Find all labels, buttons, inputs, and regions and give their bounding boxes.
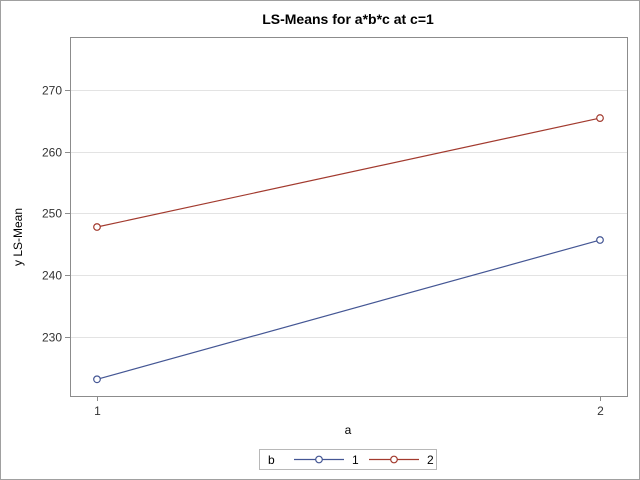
legend-label: 1 (352, 453, 359, 467)
y-tick-label: 270 (42, 84, 62, 98)
legend-box (259, 449, 437, 470)
legend-label: 2 (427, 453, 434, 467)
y-tick-label: 240 (42, 269, 62, 283)
legend-item: 2 (369, 453, 434, 467)
series-1 (93, 236, 604, 384)
y-axis-label: y LS-Mean (11, 208, 25, 266)
y-tick-label: 250 (42, 207, 62, 221)
y-tick-label: 230 (42, 331, 62, 345)
legend-item: 1 (294, 453, 359, 467)
legend-swatch-marker (315, 455, 323, 464)
series-2 (93, 114, 604, 231)
series-line (96, 117, 601, 228)
data-point (93, 375, 101, 384)
y-axis: 230 240 250 260 270 (42, 84, 70, 345)
grid-lines (71, 90, 627, 338)
plot-frame (70, 37, 628, 397)
legend-swatch-marker (390, 455, 398, 464)
series-layer (93, 114, 604, 384)
data-point (596, 236, 604, 244)
data-point (93, 223, 101, 231)
y-tick-label: 260 (42, 146, 62, 160)
x-tick-label: 1 (94, 404, 101, 418)
chart-title: LS-Means for a*b*c at c=1 (262, 11, 434, 27)
plot-area (70, 37, 628, 397)
x-tick-label: 2 (597, 404, 604, 418)
legend-title: b (268, 453, 275, 467)
data-point (596, 114, 604, 122)
x-axis-label: a (345, 423, 352, 437)
series-line (96, 239, 601, 380)
